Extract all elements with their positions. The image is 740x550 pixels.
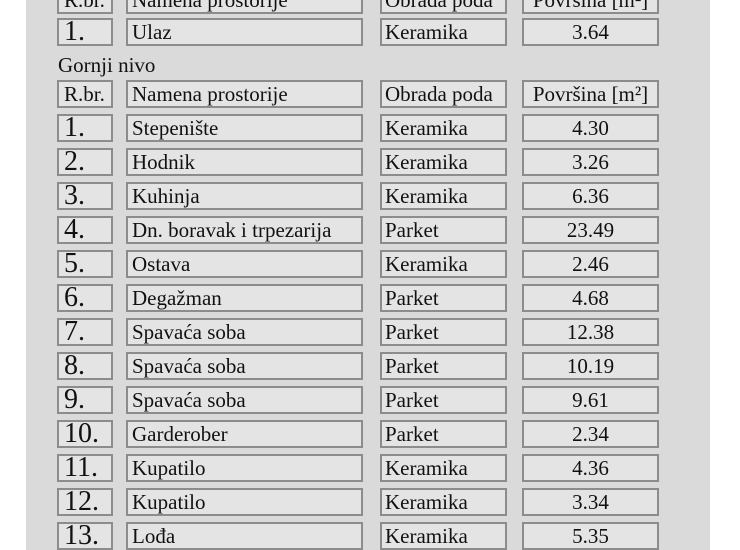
- row-rb: 8.: [57, 352, 113, 380]
- row-povrsina: 3.26: [522, 148, 659, 176]
- header-cell-obrada: Obrada poda: [380, 0, 507, 14]
- header-cell-rb: R.br.: [57, 0, 113, 14]
- row-namena: Stepenište: [126, 114, 363, 142]
- row-rb: 13.: [57, 522, 113, 550]
- header-cell-rb: R.br.: [57, 80, 113, 108]
- row-povrsina: 5.35: [522, 522, 659, 550]
- header-cell-povrsina: Površina [m²]: [522, 0, 659, 14]
- header-cell-namena: Namena prostorije: [126, 0, 363, 14]
- row-povrsina: 3.34: [522, 488, 659, 516]
- row-namena: Dn. boravak i trpezarija: [126, 216, 363, 244]
- row-namena: Ostava: [126, 250, 363, 278]
- section-title-gornji-nivo: Gornji nivo: [58, 53, 156, 77]
- row-obrada: Parket: [380, 420, 507, 448]
- row-rb: 1.: [57, 18, 113, 46]
- row-obrada: Parket: [380, 352, 507, 380]
- row-rb: 5.: [57, 250, 113, 278]
- row-namena: Lođa: [126, 522, 363, 550]
- row-obrada: Keramika: [380, 148, 507, 176]
- row-obrada: Keramika: [380, 114, 507, 142]
- row-obrada: Parket: [380, 216, 507, 244]
- row-povrsina: 4.36: [522, 454, 659, 482]
- row-obrada: Keramika: [380, 250, 507, 278]
- row-povrsina: 9.61: [522, 386, 659, 414]
- row-obrada: Parket: [380, 318, 507, 346]
- row-rb: 6.: [57, 284, 113, 312]
- row-namena: Spavaća soba: [126, 386, 363, 414]
- row-povrsina: 10.19: [522, 352, 659, 380]
- row-rb: 12.: [57, 488, 113, 516]
- row-namena: Spavaća soba: [126, 352, 363, 380]
- row-rb: 10.: [57, 420, 113, 448]
- row-namena: Kupatilo: [126, 488, 363, 516]
- row-obrada: Parket: [380, 386, 507, 414]
- row-rb: 9.: [57, 386, 113, 414]
- header-cell-povrsina: Površina [m²]: [522, 80, 659, 108]
- row-rb: 2.: [57, 148, 113, 176]
- row-namena: Kupatilo: [126, 454, 363, 482]
- row-povrsina: 6.36: [522, 182, 659, 210]
- row-obrada: Keramika: [380, 182, 507, 210]
- row-rb: 1.: [57, 114, 113, 142]
- row-povrsina: 12.38: [522, 318, 659, 346]
- row-obrada: Keramika: [380, 18, 507, 46]
- row-obrada: Parket: [380, 284, 507, 312]
- row-namena: Ulaz: [126, 18, 363, 46]
- row-namena: Hodnik: [126, 148, 363, 176]
- header-cell-namena: Namena prostorije: [126, 80, 363, 108]
- row-povrsina: 2.34: [522, 420, 659, 448]
- row-namena: Degažman: [126, 284, 363, 312]
- row-rb: 4.: [57, 216, 113, 244]
- row-obrada: Keramika: [380, 454, 507, 482]
- row-namena: Kuhinja: [126, 182, 363, 210]
- header-cell-obrada: Obrada poda: [380, 80, 507, 108]
- row-povrsina: 4.68: [522, 284, 659, 312]
- row-rb: 7.: [57, 318, 113, 346]
- row-obrada: Keramika: [380, 488, 507, 516]
- row-namena: Garderober: [126, 420, 363, 448]
- row-obrada: Keramika: [380, 522, 507, 550]
- row-namena: Spavaća soba: [126, 318, 363, 346]
- row-povrsina: 4.30: [522, 114, 659, 142]
- row-povrsina: 3.64: [522, 18, 659, 46]
- row-povrsina: 23.49: [522, 216, 659, 244]
- row-rb: 11.: [57, 454, 113, 482]
- row-rb: 3.: [57, 182, 113, 210]
- row-povrsina: 2.46: [522, 250, 659, 278]
